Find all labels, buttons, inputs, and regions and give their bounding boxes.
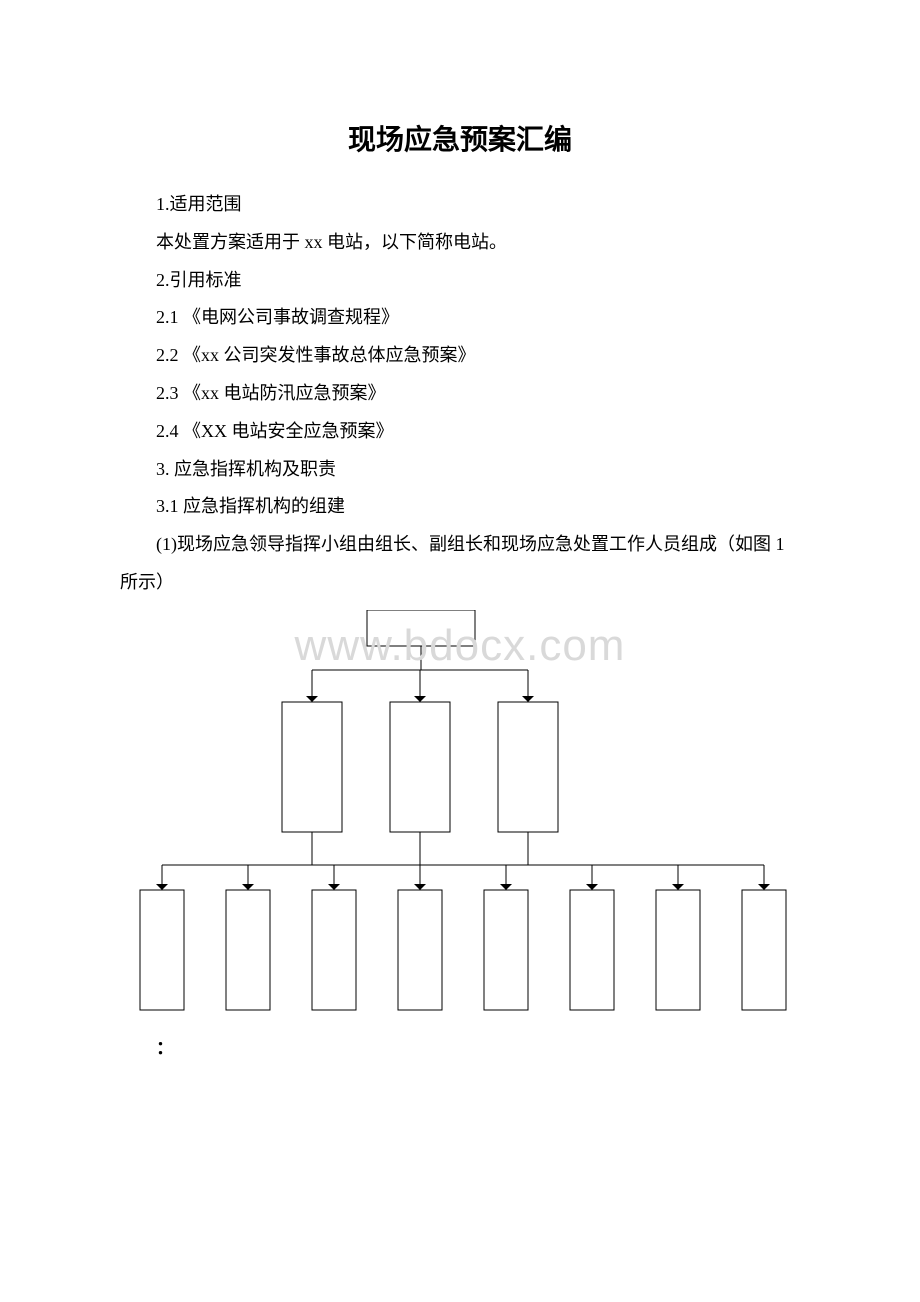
paragraph-6: 2.3 《xx 电站防汛应急预案》 xyxy=(120,375,800,413)
org-chart-diagram xyxy=(120,610,800,1020)
paragraph-8: 3. 应急指挥机构及职责 xyxy=(120,451,800,489)
paragraph-1: 1.适用范围 xyxy=(120,186,800,224)
colon-mark: ： xyxy=(120,1034,800,1060)
paragraph-2: 本处置方案适用于 xx 电站，以下简称电站。 xyxy=(120,224,800,262)
paragraph-3: 2.引用标准 xyxy=(120,262,800,300)
paragraph-5: 2.2 《xx 公司突发性事故总体应急预案》 xyxy=(120,337,800,375)
paragraph-10b: 所示） xyxy=(120,564,800,602)
paragraph-7: 2.4 《XX 电站安全应急预案》 xyxy=(120,413,800,451)
page-title: 现场应急预案汇编 xyxy=(120,118,800,158)
paragraph-9: 3.1 应急指挥机构的组建 xyxy=(120,488,800,526)
paragraph-10a: (1)现场应急领导指挥小组由组长、副组长和现场应急处置工作人员组成（如图 1 xyxy=(120,526,800,564)
paragraph-4: 2.1 《电网公司事故调查规程》 xyxy=(120,299,800,337)
org-chart-svg xyxy=(120,610,800,1020)
document-page: 现场应急预案汇编 1.适用范围 本处置方案适用于 xx 电站，以下简称电站。 2… xyxy=(0,0,920,1060)
